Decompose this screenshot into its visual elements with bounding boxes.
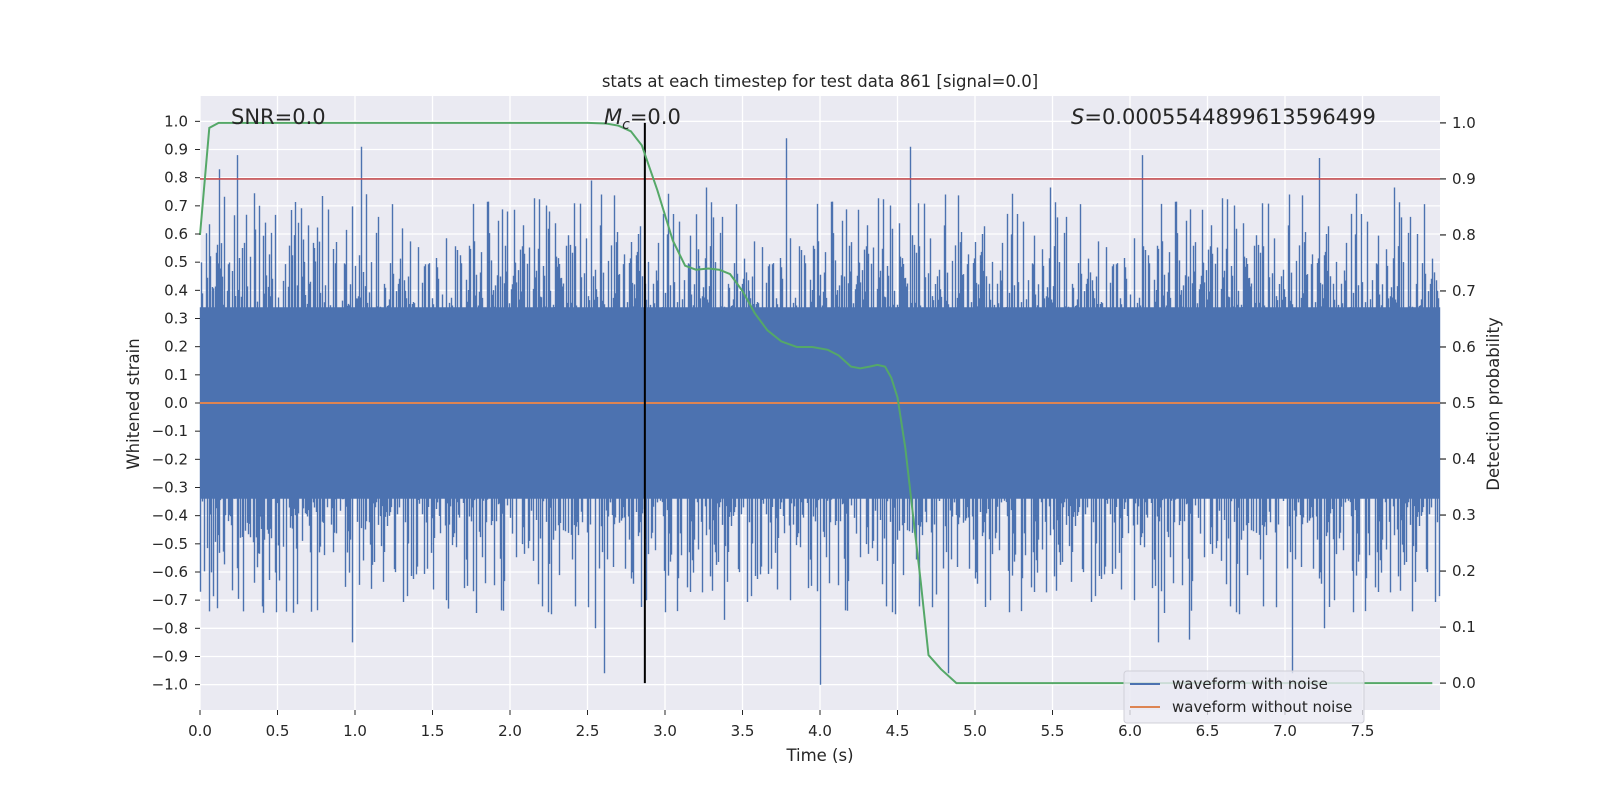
x-tick-label: 5.5 (1041, 722, 1065, 740)
mc-subscript: c (622, 117, 630, 133)
y2-tick-label: 1.0 (1452, 114, 1476, 132)
x-tick-label: 2.5 (576, 722, 600, 740)
y-tick-label: −0.1 (152, 422, 188, 440)
y-tick-label: 0.1 (164, 366, 188, 384)
y-tick-label: −0.2 (152, 450, 188, 468)
mc-annotation: Mc=0.0 (604, 105, 681, 133)
y-axis-ticks: 1.0 0.9 0.8 0.7 0.6 0.5 0.4 0.3 0.2 0.1 0.0 −0.1 −0.… (152, 112, 200, 694)
y2-tick-label: 0.6 (1452, 338, 1476, 356)
snr-annotation: SNR=0.0 (231, 105, 326, 129)
x-tick-label: 7.0 (1273, 722, 1297, 740)
x-tick-label: 4.0 (808, 722, 832, 740)
y-tick-label: −0.4 (152, 507, 188, 525)
x-tick-label: 1.5 (421, 722, 445, 740)
x-tick-label: 7.5 (1351, 722, 1375, 740)
x-tick-label: 3.5 (731, 722, 755, 740)
legend: waveform with noise waveform without noi… (1123, 670, 1365, 724)
x-axis-ticks: 0.0 0.5 1.0 1.5 2.0 2.5 3.0 3.5 4.0 4.5 5.0 5.5 6.0 6… (188, 710, 1374, 740)
y-tick-label: −0.6 (152, 563, 188, 581)
y-tick-label: −0.5 (152, 535, 188, 553)
x-tick-label: 1.0 (343, 722, 367, 740)
y-tick-label: 0.8 (164, 169, 188, 187)
y2-tick-label: 0.5 (1452, 394, 1476, 412)
s-value: =0.0005544899613596499 (1084, 105, 1376, 129)
y-tick-label: 1.0 (164, 112, 188, 130)
y2-tick-label: 0.7 (1452, 282, 1476, 300)
detection-probability-line (199, 121, 1433, 685)
y-tick-label: −0.7 (152, 591, 188, 609)
y2-axis-ticks: 1.0 0.9 0.8 0.7 0.6 0.5 0.4 0.3 0.2 0.1 0.0 (1440, 114, 1476, 692)
y2-tick-label: 0.4 (1452, 450, 1476, 468)
y-tick-label: 0.6 (164, 225, 188, 243)
y2-tick-label: 0.3 (1452, 506, 1476, 524)
x-tick-label: 6.0 (1118, 722, 1142, 740)
x-tick-label: 3.0 (653, 722, 677, 740)
x-axis-label: Time (s) (785, 746, 853, 765)
y2-tick-label: 0.0 (1452, 674, 1476, 692)
mc-symbol: M (604, 105, 622, 129)
legend-box (1123, 670, 1365, 724)
y-tick-label: −0.9 (152, 647, 188, 665)
y2-tick-label: 0.9 (1452, 170, 1476, 188)
y-tick-label: −0.3 (152, 478, 188, 496)
x-tick-label: 2.0 (498, 722, 522, 740)
chart-title: stats at each timestep for test data 861… (602, 72, 1038, 91)
s-symbol: S (1071, 105, 1084, 129)
y-tick-label: 0.3 (164, 310, 188, 328)
y2-tick-label: 0.8 (1452, 226, 1476, 244)
legend-label-noise: waveform with noise (1172, 675, 1328, 693)
y-tick-label: 0.2 (164, 338, 188, 356)
y-tick-label: 0.0 (164, 394, 188, 412)
x-tick-label: 0.5 (266, 722, 290, 740)
x-tick-label: 0.0 (188, 722, 212, 740)
series-lines (199, 121, 1440, 685)
y-tick-label: 0.7 (164, 197, 188, 215)
y-tick-label: −1.0 (152, 676, 188, 694)
y-axis-label: Whitened strain (124, 338, 143, 469)
legend-label-clean: waveform without noise (1172, 698, 1352, 716)
y2-tick-label: 0.2 (1452, 562, 1476, 580)
s-annotation: S=0.0005544899613596499 (1071, 105, 1376, 129)
y2-tick-label: 0.1 (1452, 618, 1476, 636)
x-tick-label: 6.5 (1196, 722, 1220, 740)
y2-axis-label: Detection probability (1484, 317, 1503, 491)
y-tick-label: 0.9 (164, 141, 188, 159)
y-tick-label: 0.5 (164, 253, 188, 271)
x-tick-label: 5.0 (963, 722, 987, 740)
y-tick-label: −0.8 (152, 619, 188, 637)
y-tick-label: 0.4 (164, 281, 188, 299)
x-tick-label: 4.5 (886, 722, 910, 740)
mc-value: =0.0 (630, 105, 681, 129)
